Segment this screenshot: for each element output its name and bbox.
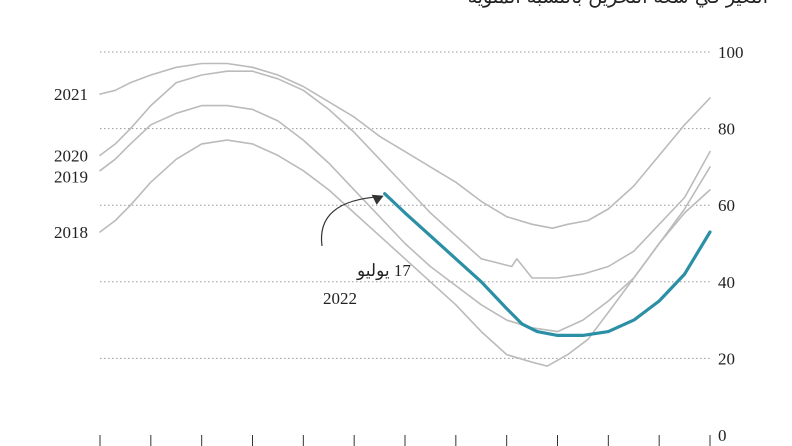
annotation-date: 17 يوليو: [356, 261, 411, 281]
series-line-2021: [99, 62, 711, 229]
series-labels: 2021 2020 2019 2018: [54, 85, 88, 242]
y-tick-label: 60: [718, 196, 735, 215]
y-tick-label: 100: [718, 43, 744, 62]
chart-title: التغير في سعة التخزين بالنسبة المئوية: [468, 0, 768, 8]
annotation-arrowhead: [371, 194, 384, 205]
y-tick-label: 80: [718, 120, 735, 139]
series-line-2022: [383, 192, 712, 337]
annotation: 17 يوليو 2022: [320, 194, 411, 308]
series-line-2020: [99, 70, 711, 279]
series-label-2018: 2018: [54, 223, 88, 242]
series-line-2019: [99, 104, 711, 333]
series-label-2021: 2021: [54, 85, 88, 104]
y-tick-label: 0: [718, 426, 727, 445]
y-tick-label: 40: [718, 273, 735, 292]
series-label-2019: 2019: [54, 168, 88, 187]
x-axis-ticks: [99, 435, 711, 446]
series-label-2020: 2020: [54, 146, 88, 165]
annotation-arrow: [320, 196, 381, 247]
y-axis-ticks: 0 20 40 60 80 100: [718, 43, 744, 445]
series-line-2018: [99, 139, 711, 367]
gridlines: [100, 51, 710, 359]
series-lines: [99, 62, 712, 367]
annotation-year: 2022: [323, 289, 357, 308]
y-tick-label: 20: [718, 349, 735, 368]
